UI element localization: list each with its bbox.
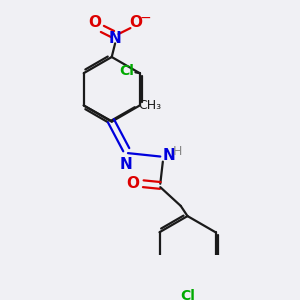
Text: N: N — [109, 31, 122, 46]
Text: O: O — [129, 16, 142, 31]
Text: H: H — [173, 145, 182, 158]
Text: Cl: Cl — [180, 289, 195, 300]
Text: N: N — [163, 148, 175, 163]
Text: O: O — [88, 16, 101, 31]
Text: CH₃: CH₃ — [138, 99, 161, 112]
Text: N: N — [120, 157, 133, 172]
Text: O: O — [127, 176, 140, 191]
Text: Cl: Cl — [120, 64, 135, 79]
Text: −: − — [139, 11, 151, 25]
